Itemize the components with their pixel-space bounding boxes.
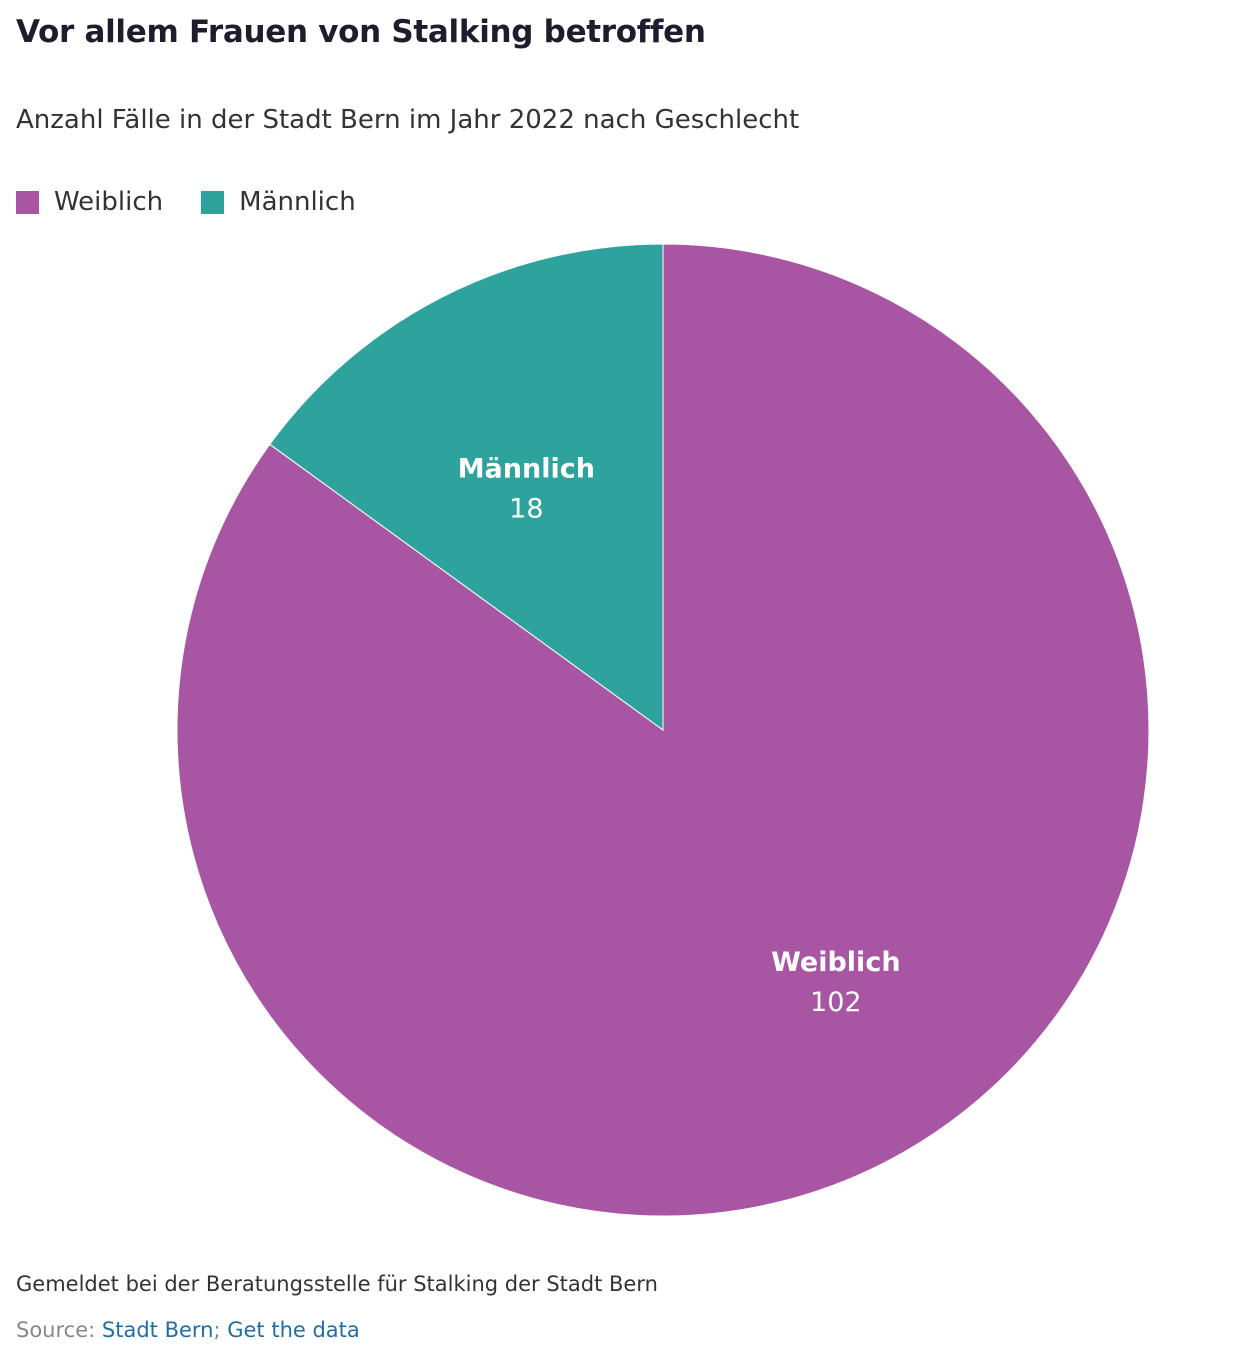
chart-title: Vor allem Frauen von Stalking betroffen (16, 14, 706, 50)
legend-label-weiblich: Weiblich (54, 187, 164, 217)
slice-label-value: 18 (509, 493, 543, 524)
pie-slice-mnnlich[interactable] (269, 243, 664, 731)
legend-item-weiblich: Weiblich (16, 187, 163, 217)
source-separator: ; (213, 1318, 228, 1342)
chart-subtitle: Anzahl Fälle in der Stadt Bern im Jahr 2… (16, 105, 800, 135)
pie-chart-area: Weiblich 102 Männlich 18 (0, 230, 1248, 1230)
slice-label-name: Männlich (458, 453, 595, 484)
source-link-stadt-bern[interactable]: Stadt Bern (101, 1318, 214, 1342)
legend: Weiblich Männlich (16, 187, 394, 217)
slice-label-mnnlich: Männlich 18 (458, 453, 595, 524)
legend-label-maennlich: Männlich (239, 187, 356, 217)
slice-label-name: Weiblich (771, 947, 900, 978)
get-the-data-link[interactable]: Get the data (227, 1318, 360, 1342)
slice-label-value: 102 (810, 987, 862, 1018)
footnote: Gemeldet bei der Beratungsstelle für Sta… (16, 1272, 658, 1296)
legend-item-maennlich: Männlich (201, 187, 356, 217)
slice-label-weiblich: Weiblich 102 (771, 947, 900, 1018)
pie-chart: Weiblich 102 Männlich 18 (176, 243, 1150, 1217)
source-line: Source: Stadt Bern; Get the data (16, 1318, 360, 1342)
legend-swatch-weiblich (16, 190, 39, 214)
source-prefix: Source: (16, 1318, 102, 1342)
legend-swatch-maennlich (201, 190, 225, 214)
